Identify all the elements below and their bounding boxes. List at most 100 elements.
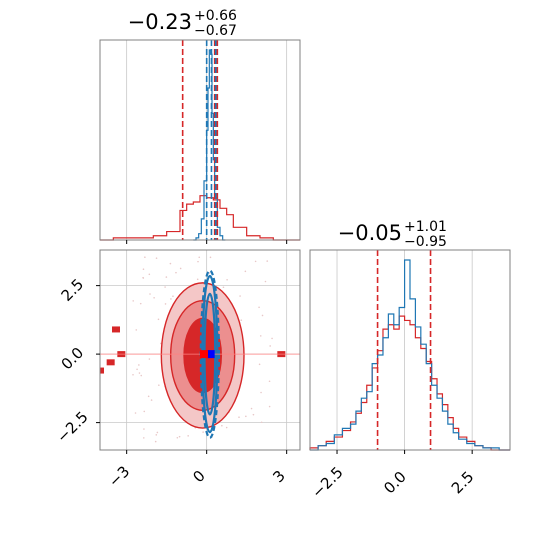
- sample-point: [178, 435, 181, 438]
- sample-point: [153, 297, 155, 299]
- sample-point: [187, 435, 189, 437]
- red-outlier: [112, 326, 120, 333]
- x-tick-label: 0: [189, 467, 208, 486]
- sample-point: [154, 440, 157, 443]
- sample-point: [261, 314, 264, 317]
- sample-point: [172, 295, 174, 298]
- right-title-lower: −0.95: [404, 234, 447, 250]
- sample-point: [143, 428, 145, 430]
- sample-point: [142, 437, 145, 439]
- sample-point: [157, 318, 160, 321]
- sample-point: [221, 424, 223, 427]
- sample-point: [260, 391, 262, 394]
- sample-point: [225, 426, 228, 429]
- red-outlier: [106, 359, 115, 366]
- sample-point: [158, 384, 160, 386]
- sample-point: [260, 421, 263, 424]
- hist-series-1: [310, 259, 510, 451]
- sample-point: [226, 278, 228, 281]
- sample-point: [164, 286, 166, 288]
- sample-point: [134, 412, 137, 414]
- sample-point: [196, 278, 199, 281]
- marker-0: [206, 350, 215, 359]
- sample-point: [144, 256, 146, 259]
- sample-point: [170, 298, 172, 300]
- sample-point: [244, 270, 247, 273]
- sample-point: [136, 368, 138, 371]
- sample-point: [132, 300, 135, 302]
- sample-point: [198, 256, 201, 259]
- sample-point: [268, 380, 271, 383]
- sample-point: [138, 364, 140, 366]
- sample-point: [197, 260, 199, 263]
- right-histogram-frame: [309, 249, 511, 451]
- sample-point: [150, 399, 153, 401]
- sample-point: [155, 257, 158, 259]
- sample-point: [164, 303, 167, 305]
- sample-point: [259, 335, 262, 337]
- sample-point: [252, 413, 255, 416]
- sample-point: [222, 286, 225, 289]
- hist-series-0: [309, 315, 510, 451]
- right-title-upper: +1.01: [404, 219, 447, 235]
- sample-point: [264, 280, 267, 283]
- sample-point: [238, 416, 240, 419]
- top-title-value: −0.23: [128, 10, 192, 34]
- scatter-contour-panel: −3 0 3 2.5 0.0 −2.5: [53, 249, 301, 491]
- sample-point: [175, 271, 177, 274]
- hist-series-1: [193, 49, 226, 241]
- sample-point: [266, 260, 269, 262]
- sample-point: [155, 434, 158, 436]
- sample-point: [156, 431, 159, 434]
- sample-point: [143, 410, 146, 413]
- sample-point: [147, 395, 150, 398]
- sample-point: [139, 302, 142, 305]
- sample-point: [268, 405, 271, 408]
- x-tick-label: −2.5: [308, 463, 346, 501]
- sample-point: [254, 260, 257, 263]
- sample-point: [240, 319, 243, 321]
- y-tick-label: −2.5: [53, 408, 91, 446]
- top-title-lower: −0.67: [194, 23, 237, 39]
- sample-point: [209, 256, 212, 259]
- right-title-value: −0.05: [338, 221, 402, 245]
- sample-point: [148, 273, 151, 276]
- sample-point: [149, 293, 151, 295]
- sample-point: [140, 374, 143, 377]
- sample-point: [165, 276, 168, 278]
- x-tick-label: 0.0: [380, 468, 410, 498]
- sample-point: [245, 415, 247, 418]
- sample-point: [142, 276, 144, 279]
- sample-point: [258, 306, 260, 309]
- sample-point: [202, 431, 204, 433]
- bottom-right-histogram-panel: −2.5 0.0 2.5: [308, 249, 511, 502]
- x-tick-label: 3: [269, 467, 288, 486]
- sample-point: [135, 329, 138, 331]
- sample-point: [176, 436, 179, 439]
- sample-point: [179, 267, 182, 270]
- sample-point: [250, 407, 253, 410]
- sample-point: [138, 372, 141, 374]
- scatter-content: [100, 250, 300, 450]
- panel-titles: −0.23 +0.66−0.67 −0.05 +1.01−0.95: [128, 8, 447, 250]
- x-tick-label: 2.5: [448, 468, 478, 498]
- top-title-upper: +0.66: [194, 8, 237, 24]
- top-left-histogram-panel: [99, 39, 301, 244]
- y-tick-label: 0.0: [58, 344, 88, 374]
- red-outlier: [100, 367, 104, 374]
- x-tick-label: −3: [105, 462, 133, 490]
- top-histogram-frame: [99, 39, 301, 241]
- sample-point: [208, 272, 211, 274]
- y-tick-label: 2.5: [58, 275, 88, 305]
- sample-point: [239, 295, 241, 297]
- sample-point: [148, 358, 151, 360]
- sample-point: [269, 345, 271, 347]
- scatter-frame: [99, 249, 301, 451]
- sample-point: [169, 262, 172, 265]
- sample-point: [132, 373, 134, 376]
- sample-point: [271, 337, 273, 340]
- sample-point: [258, 363, 261, 366]
- sample-point: [142, 268, 145, 271]
- marker-1: [200, 350, 208, 359]
